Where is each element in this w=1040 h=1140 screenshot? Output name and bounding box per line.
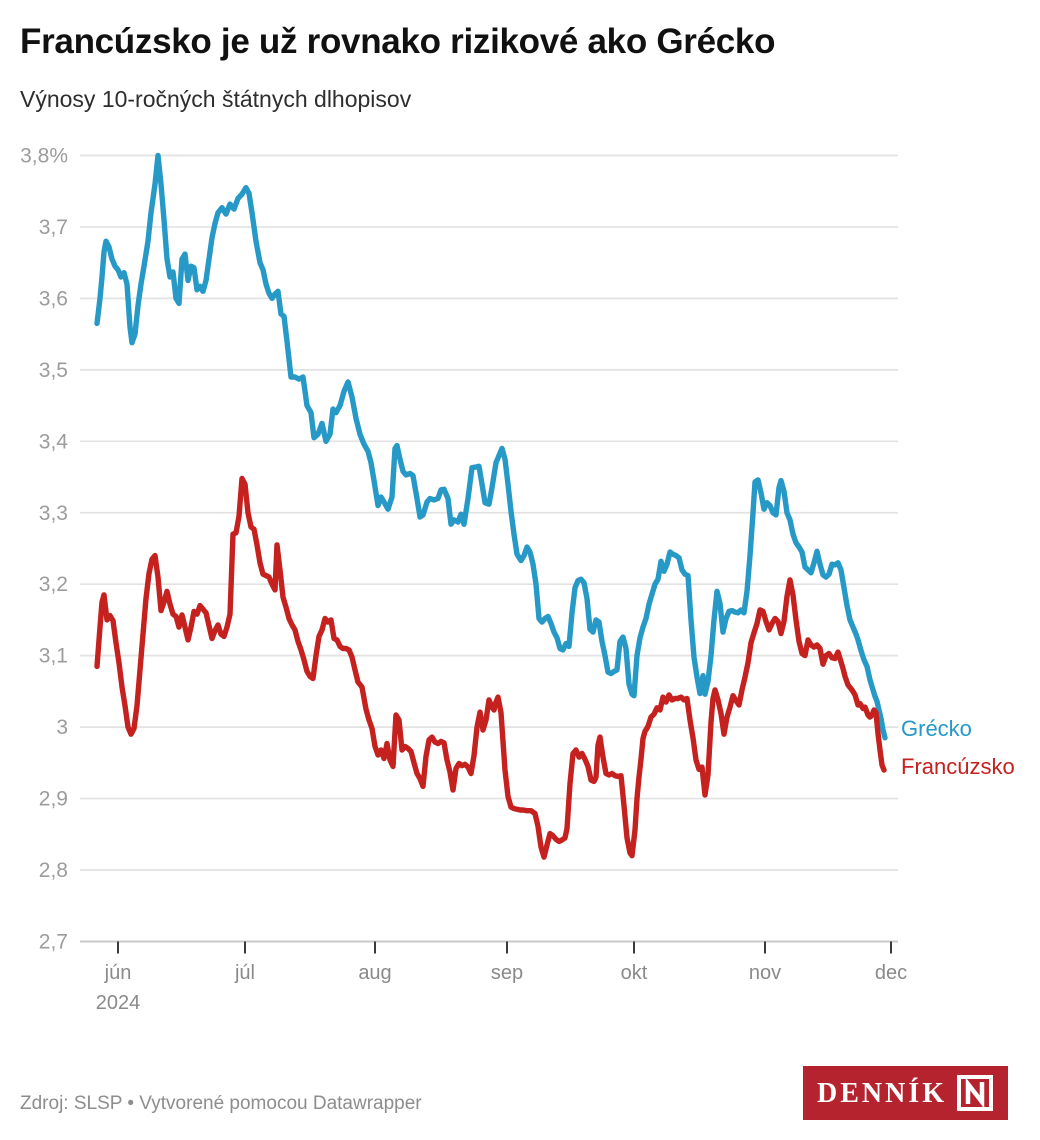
legend-label-france: Francúzsko	[901, 754, 1015, 779]
y-tick-label: 3,2	[39, 573, 68, 596]
y-tick-label: 3,3	[39, 502, 68, 525]
x-tick-label: sep	[491, 962, 523, 984]
y-tick-label: 3,4	[39, 430, 69, 453]
y-tick-label: 3,6	[39, 287, 68, 310]
chart-subtitle: Výnosy 10-ročných štátnych dlhopisov	[20, 86, 412, 112]
line-chart: 3,8% 3,7 3,6 3,5 3,4 3,3 3,2 3,1 3 2,9 2,8 2,7 jún 2…	[20, 145, 907, 1015]
y-tick-label: 3,8%	[20, 145, 68, 168]
x-tick-label: jún	[104, 962, 132, 984]
france-line	[94, 475, 887, 860]
x-tick-label: nov	[749, 962, 781, 984]
x-axis	[117, 941, 892, 954]
dennik-n-logo: DENNÍK	[803, 1066, 1008, 1120]
x-tick-label: aug	[358, 962, 391, 984]
logo-wordmark: DENNÍK	[816, 1077, 947, 1109]
x-axis-year-label: 2024	[96, 992, 141, 1014]
x-tick-label: okt	[621, 962, 648, 984]
y-tick-label: 3,1	[39, 645, 68, 668]
x-tick-label: dec	[875, 962, 907, 984]
page-title: Francúzsko je už rovnako rizikové ako Gr…	[20, 22, 776, 61]
y-tick-label: 2,7	[39, 930, 68, 953]
y-tick-label: 2,8	[39, 859, 68, 882]
legend-label-greece: Grécko	[901, 716, 972, 741]
greece-line	[94, 152, 888, 741]
y-tick-label: 2,9	[39, 788, 68, 811]
source-note: Zdroj: SLSP • Vytvorené pomocou Datawrap…	[20, 1093, 422, 1114]
y-tick-label: 3	[56, 716, 68, 739]
x-axis-labels: jún 2024 júl aug sep okt nov dec	[96, 962, 907, 1014]
y-axis-labels: 3,8% 3,7 3,6 3,5 3,4 3,3 3,2 3,1 3 2,9 2,8 2,7	[20, 145, 68, 954]
logo-n-mark	[957, 1075, 993, 1111]
data-lines	[94, 152, 888, 860]
x-tick-label: júl	[234, 962, 255, 984]
gridlines	[80, 154, 898, 943]
y-tick-label: 3,5	[39, 359, 68, 382]
y-tick-label: 3,7	[39, 216, 68, 239]
